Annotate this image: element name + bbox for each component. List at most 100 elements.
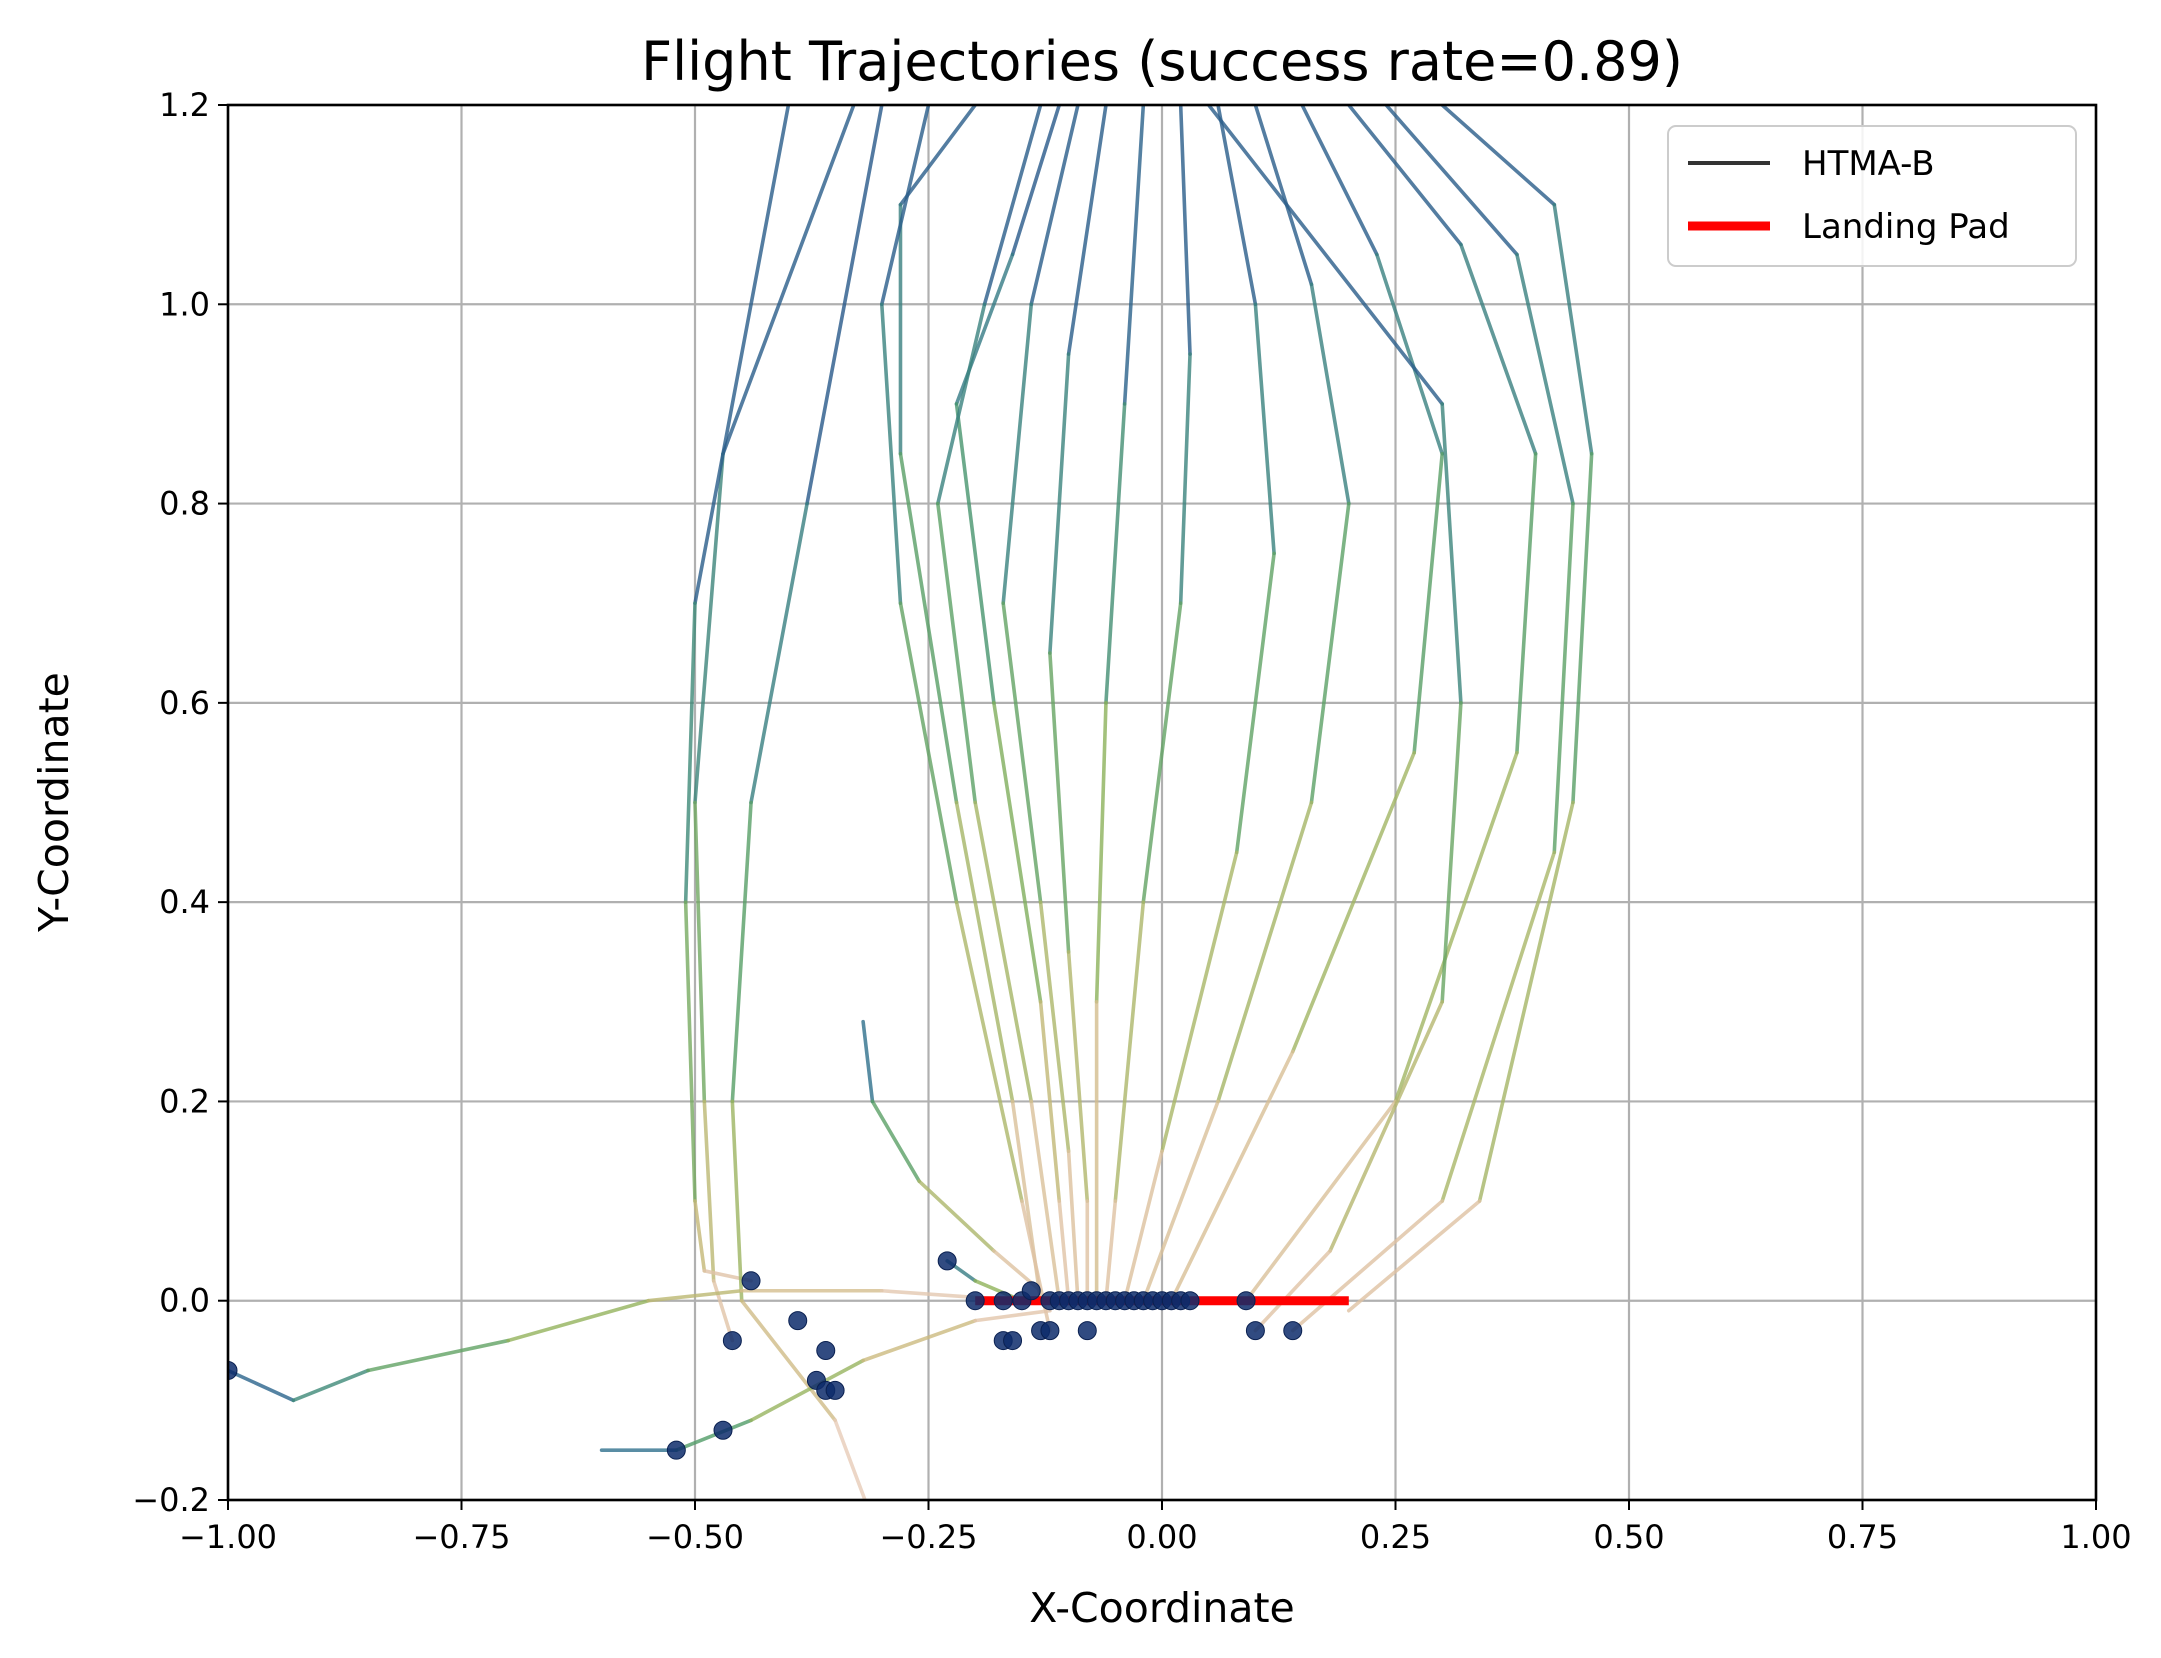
trajectory-segment bbox=[1477, 800, 1575, 1203]
trajectory-segment bbox=[1571, 451, 1594, 805]
trajectory-segment bbox=[1029, 105, 1080, 307]
trajectory-segment bbox=[1459, 242, 1538, 456]
trajectory-segment bbox=[721, 105, 856, 456]
trajectory bbox=[1169, 105, 1444, 1303]
trajectory-segment bbox=[291, 1368, 370, 1403]
trajectory-segment bbox=[1309, 501, 1351, 805]
y-ticks: −0.2 0.0 0.2 0.4 0.6 0.8 1.0 1.2 bbox=[132, 86, 228, 1519]
trajectory-segment bbox=[1122, 1149, 1164, 1303]
endpoint-marker bbox=[1180, 1291, 1200, 1311]
trajectory-segment bbox=[366, 1338, 511, 1373]
trajectory-segment bbox=[730, 1099, 744, 1303]
trajectory-segment bbox=[936, 501, 978, 805]
endpoint-marker bbox=[965, 1291, 985, 1311]
trajectory-segment bbox=[954, 402, 996, 705]
y-tick-label: 0.6 bbox=[159, 684, 210, 722]
trajectory-segment bbox=[1440, 701, 1463, 1004]
trajectory bbox=[1141, 105, 1351, 1303]
endpoint-marker bbox=[825, 1380, 845, 1400]
y-axis-label: Y-Coordinate bbox=[30, 672, 78, 933]
trajectory bbox=[1347, 105, 1594, 1313]
trajectory-segment bbox=[1141, 601, 1183, 904]
trajectory-segment bbox=[1234, 551, 1276, 855]
endpoint-marker bbox=[1077, 1321, 1097, 1341]
x-axis-label: X-Coordinate bbox=[1029, 1584, 1295, 1632]
trajectory-segment bbox=[506, 1298, 651, 1343]
trajectory bbox=[1122, 105, 1276, 1303]
y-tick-label: 0.4 bbox=[159, 883, 210, 921]
trajectory-segment bbox=[917, 1179, 996, 1253]
x-tick-label: −0.75 bbox=[412, 1518, 510, 1556]
trajectory-segment bbox=[1048, 352, 1071, 655]
trajectory-segment bbox=[1412, 451, 1444, 755]
endpoint-marker bbox=[1245, 1321, 1265, 1341]
trajectory-segment bbox=[1290, 1199, 1444, 1333]
trajectory-segment bbox=[702, 1099, 716, 1283]
trajectory-segment bbox=[898, 451, 959, 805]
trajectory-segment bbox=[1552, 202, 1594, 456]
trajectory-segment bbox=[1244, 1099, 1398, 1303]
trajectory-segment bbox=[693, 1199, 707, 1273]
trajectory-segment bbox=[1216, 800, 1314, 1104]
trajectory-segment bbox=[1160, 850, 1239, 1154]
trajectory-segment bbox=[1141, 1099, 1220, 1303]
legend-label-htma-b: HTMA-B bbox=[1802, 144, 1935, 184]
trajectory-segment bbox=[1048, 651, 1071, 954]
endpoint-marker bbox=[741, 1271, 761, 1291]
trajectory-segment bbox=[805, 105, 884, 506]
trajectory-segment bbox=[1038, 900, 1071, 1154]
trajectory bbox=[936, 105, 1062, 1303]
trajectory-segment bbox=[954, 900, 1024, 1203]
x-tick-label: 0.00 bbox=[1126, 1518, 1197, 1556]
trajectory-segment bbox=[674, 1418, 753, 1452]
endpoint-markers bbox=[228, 1251, 1303, 1460]
trajectory bbox=[1244, 105, 1538, 1303]
trajectory-segment bbox=[1328, 999, 1444, 1253]
trajectory bbox=[1290, 105, 1575, 1333]
trajectory-segment bbox=[973, 800, 1034, 1104]
trajectory-segment bbox=[1347, 1199, 1482, 1313]
trajectory-segment bbox=[1066, 105, 1108, 356]
legend: HTMA-B Landing Pad bbox=[1667, 125, 2077, 267]
endpoint-marker bbox=[788, 1311, 808, 1331]
trajectory-segment bbox=[1290, 750, 1416, 1054]
trajectory bbox=[954, 105, 1071, 1303]
trajectory bbox=[1104, 105, 1192, 1303]
endpoint-marker bbox=[1283, 1321, 1303, 1341]
trajectory-segment bbox=[879, 105, 931, 307]
trajectory-segment bbox=[739, 1298, 837, 1423]
trajectory-segment bbox=[683, 601, 697, 904]
x-tick-label: 1.00 bbox=[2060, 1518, 2131, 1556]
trajectory bbox=[1001, 105, 1080, 1303]
trajectory-segment bbox=[1057, 1199, 1071, 1303]
trajectory-segment bbox=[898, 601, 959, 904]
trajectory-segment bbox=[1020, 1199, 1052, 1333]
trajectory-segment bbox=[1300, 105, 1379, 257]
trajectory-segment bbox=[683, 900, 697, 1203]
trajectory-segment bbox=[861, 1019, 875, 1104]
trajectory-segment bbox=[1515, 252, 1575, 506]
trajectory-segment bbox=[749, 501, 809, 805]
trajectory-segment bbox=[1178, 105, 1192, 356]
trajectory-segment bbox=[1122, 105, 1146, 406]
endpoint-marker bbox=[1003, 1331, 1023, 1351]
trajectory bbox=[228, 1288, 1024, 1403]
endpoint-marker bbox=[713, 1420, 733, 1440]
x-tick-label: −0.25 bbox=[879, 1518, 977, 1556]
trajectory-segment bbox=[1216, 105, 1258, 307]
endpoint-marker bbox=[1236, 1291, 1256, 1311]
trajectory-segment bbox=[1309, 282, 1351, 506]
trajectory-segment bbox=[992, 701, 1043, 1004]
trajectory-segment bbox=[693, 105, 791, 606]
trajectory bbox=[683, 105, 791, 1283]
trajectory bbox=[730, 105, 884, 1500]
trajectory-segment bbox=[749, 1358, 865, 1423]
trajectory bbox=[861, 1019, 1043, 1293]
trajectory-segment bbox=[898, 105, 978, 207]
trajectory-segment bbox=[693, 800, 707, 1104]
trajectory-segment bbox=[1375, 252, 1444, 456]
trajectory-segment bbox=[870, 1099, 921, 1183]
trajectory-segment bbox=[730, 800, 753, 1104]
trajectory-segment bbox=[1440, 850, 1557, 1203]
